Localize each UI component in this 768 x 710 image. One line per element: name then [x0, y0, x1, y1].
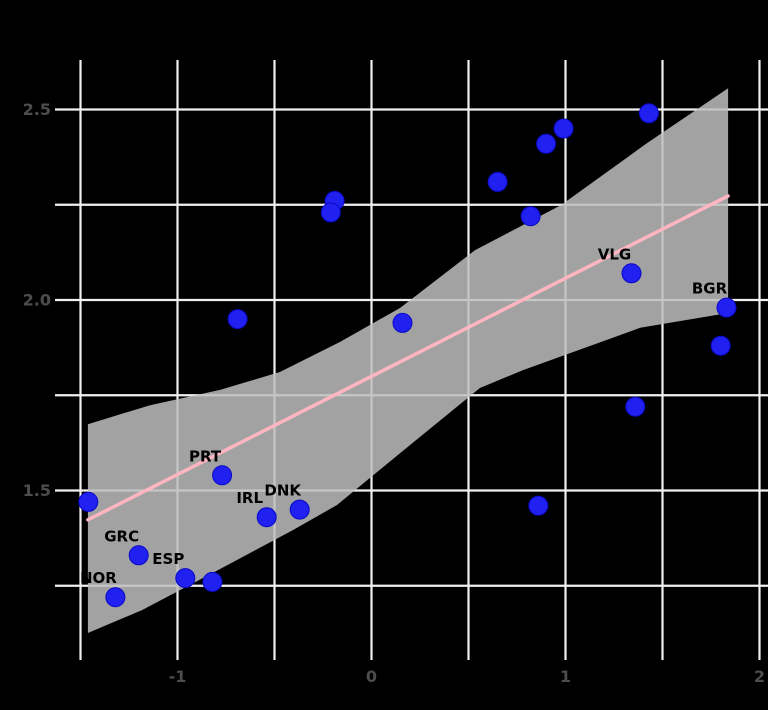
point-label: DNK [264, 482, 302, 500]
x-tick-label: -1 [169, 667, 187, 686]
confidence-band [87, 88, 729, 633]
data-point [256, 507, 277, 528]
x-tick-label: 1 [560, 667, 571, 686]
data-point [710, 335, 731, 356]
data-point [716, 297, 737, 318]
point-label: ESP [152, 550, 184, 568]
x-tick-label: 2 [754, 667, 765, 686]
point-label: GRC [104, 527, 139, 545]
data-point [105, 587, 126, 608]
point-label: PRT [189, 447, 222, 465]
data-point [520, 206, 541, 227]
data-point [212, 465, 233, 486]
point-label: IRL [236, 489, 263, 507]
regression-line [86, 194, 730, 522]
data-point [227, 309, 248, 330]
data-point [320, 202, 341, 223]
data-point [487, 171, 508, 192]
data-point [202, 571, 223, 592]
data-point [621, 263, 642, 284]
x-tick-label: 0 [366, 667, 377, 686]
data-point [553, 118, 574, 139]
data-point [528, 495, 549, 516]
point-label: VLG [598, 245, 631, 263]
data-point [128, 545, 149, 566]
data-point [638, 103, 659, 124]
point-label: BGR [692, 280, 728, 298]
data-point [78, 491, 99, 512]
y-tick-label: 2.0 [23, 291, 51, 310]
data-point [536, 133, 557, 154]
data-point [289, 499, 310, 520]
point-label: NOR [80, 569, 117, 587]
data-point [625, 396, 646, 417]
y-tick-label: 1.5 [23, 481, 51, 500]
y-tick-label: 2.5 [23, 100, 51, 119]
data-point [392, 312, 413, 333]
data-point [175, 568, 196, 589]
